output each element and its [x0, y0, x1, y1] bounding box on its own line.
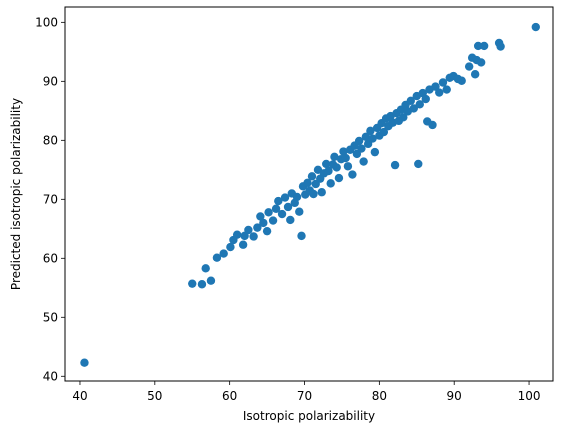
data-point — [339, 147, 348, 156]
data-point — [479, 41, 489, 51]
data-point — [343, 162, 353, 171]
data-point — [197, 280, 207, 289]
data-point — [253, 223, 262, 232]
data-point — [361, 132, 371, 141]
data-point — [406, 96, 415, 105]
y-axis-label: Predicted isotropic polarizability — [9, 98, 23, 290]
y-tick-label: 100 — [35, 15, 58, 29]
data-point — [271, 204, 281, 213]
data-point — [359, 157, 368, 166]
data-point — [357, 144, 366, 153]
data-point — [428, 120, 437, 130]
y-tick-label: 40 — [43, 369, 58, 383]
data-point — [531, 22, 540, 32]
data-point — [414, 159, 423, 169]
axis-ticks: 40 50 60 70 80 90 100 40 50 60 70 80 90 100 — [35, 15, 540, 403]
data-point — [244, 225, 253, 235]
x-tick-label: 70 — [297, 389, 312, 403]
data-point — [322, 159, 331, 169]
data-point — [264, 208, 273, 217]
x-tick-label: 90 — [447, 389, 462, 403]
data-point — [496, 42, 505, 51]
data-point — [283, 202, 293, 212]
data-point — [212, 253, 222, 262]
x-tick-label: 100 — [518, 389, 541, 403]
data-point — [303, 178, 312, 187]
data-points — [80, 22, 540, 367]
y-tick-label: 70 — [43, 192, 58, 206]
data-point — [295, 207, 304, 216]
y-tick-label: 60 — [43, 251, 58, 265]
data-point — [370, 147, 380, 157]
data-point — [232, 230, 242, 239]
x-tick-label: 80 — [372, 389, 387, 403]
data-point — [464, 62, 474, 71]
data-point — [415, 100, 424, 109]
data-point — [409, 104, 418, 113]
data-point — [274, 196, 283, 206]
data-point — [457, 76, 466, 85]
data-point — [473, 41, 483, 51]
data-point — [297, 231, 306, 241]
data-point — [201, 264, 210, 273]
data-point — [442, 85, 451, 94]
data-point — [435, 88, 444, 97]
y-tick-label: 90 — [43, 74, 58, 88]
y-tick-label: 50 — [43, 310, 58, 324]
data-point — [334, 173, 344, 183]
plot-frame — [64, 6, 554, 382]
data-point — [476, 58, 486, 67]
data-point — [348, 170, 357, 179]
data-point — [206, 276, 216, 285]
data-point — [399, 113, 408, 122]
data-point — [317, 188, 326, 197]
x-axis-label: Isotropic polarizability — [243, 409, 375, 423]
data-point — [280, 193, 290, 202]
data-point — [341, 153, 350, 163]
data-point — [219, 249, 228, 258]
data-point — [390, 160, 400, 170]
data-point — [438, 78, 448, 87]
data-point — [277, 209, 287, 219]
data-point — [188, 279, 197, 288]
data-point — [307, 172, 317, 181]
data-point — [309, 189, 318, 199]
data-point — [262, 226, 272, 236]
data-point — [286, 215, 295, 225]
data-point — [80, 358, 89, 367]
data-point — [379, 127, 389, 137]
x-tick-label: 40 — [72, 389, 87, 403]
data-point — [268, 216, 278, 225]
data-point — [470, 70, 480, 79]
data-point — [354, 136, 364, 146]
data-point — [226, 242, 235, 252]
data-point — [324, 166, 333, 176]
data-point — [238, 240, 248, 249]
data-point — [421, 94, 430, 104]
data-point — [259, 218, 268, 228]
data-point — [326, 179, 335, 188]
data-point — [366, 126, 375, 136]
data-point — [256, 212, 265, 221]
x-tick-label: 60 — [222, 389, 237, 403]
data-point — [330, 152, 339, 162]
data-point — [292, 192, 302, 202]
data-point — [368, 134, 377, 143]
x-tick-label: 50 — [147, 389, 162, 403]
data-point — [332, 163, 341, 172]
y-tick-label: 80 — [43, 133, 58, 147]
data-point — [249, 232, 258, 241]
